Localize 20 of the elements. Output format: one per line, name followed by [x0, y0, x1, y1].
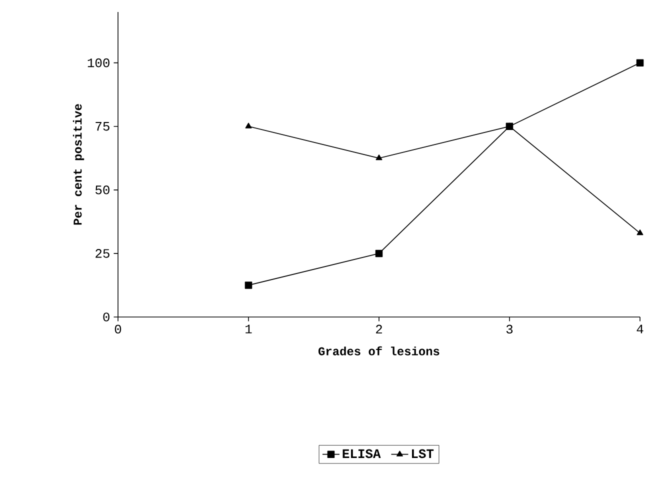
- point: [245, 122, 252, 128]
- x-tick-label: 4: [636, 324, 644, 334]
- point: [375, 250, 383, 258]
- y-tick-label: 75: [96, 122, 110, 131]
- y-tick-label: 100: [88, 58, 110, 68]
- legend-label: LST: [412, 449, 434, 458]
- point: [376, 154, 382, 160]
- x-tick-label: 3: [506, 324, 513, 334]
- x-tick-label: 2: [376, 324, 382, 334]
- x-axis-title: Grades of lesions: [318, 346, 440, 356]
- y-axis-title: Per cent positive: [72, 104, 84, 225]
- y-tick-label: 25: [96, 249, 110, 258]
- point: [636, 229, 644, 236]
- y-tick-label: 50: [95, 186, 110, 194]
- x-tick-label: 0: [114, 324, 122, 334]
- y-tick-label: 0: [103, 312, 110, 322]
- legend-label: ELISA: [342, 449, 381, 458]
- point: [636, 59, 644, 66]
- point: [244, 282, 252, 289]
- x-tick-label: 1: [246, 324, 252, 334]
